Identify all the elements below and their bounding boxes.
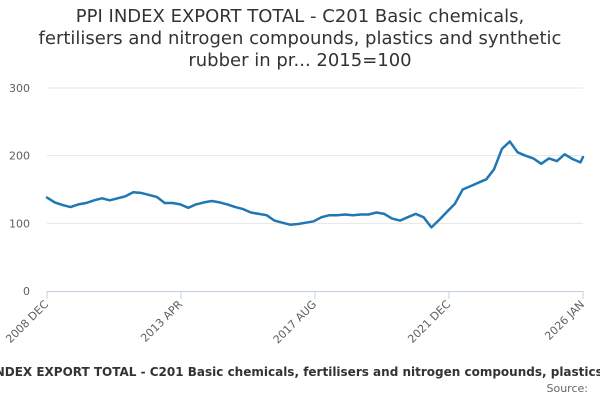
y-tick-label: 200 <box>9 150 30 163</box>
x-axis-ticks: 2008 DEC 2013 APR 2017 AUG 2021 DEC 2026 JAN <box>3 291 587 346</box>
legend[interactable]: PPI INDEX EXPORT TOTAL - C201 Basic chem… <box>0 365 600 379</box>
y-axis-tick-labels: 0 100 200 300 <box>9 82 30 298</box>
y-tick-label: 300 <box>9 82 30 95</box>
x-tick-label: 2026 JAN <box>542 298 587 343</box>
series-line[interactable] <box>45 140 585 229</box>
x-tick-label: 2021 DEC <box>405 298 453 346</box>
chart-title-line-3: rubber in pr... 2015=100 <box>188 50 412 71</box>
y-tick-label: 100 <box>9 217 30 230</box>
chart-title: PPI INDEX EXPORT TOTAL - C201 Basic chem… <box>0 6 600 72</box>
chart-title-line-2: fertilisers and nitrogen compounds, plas… <box>38 28 562 49</box>
chart-title-line-1: PPI INDEX EXPORT TOTAL - C201 Basic chem… <box>75 6 525 27</box>
legend-item-label[interactable]: PPI INDEX EXPORT TOTAL - C201 Basic chem… <box>0 365 600 379</box>
y-tick-label: 0 <box>23 285 30 298</box>
source-credit: Source: <box>546 382 589 395</box>
x-tick-label: 2013 APR <box>138 298 185 345</box>
x-tick-label: 2008 DEC <box>3 298 51 346</box>
x-tick-label: 2017 AUG <box>271 298 320 347</box>
grid-lines <box>47 87 583 224</box>
series-group <box>45 140 585 229</box>
